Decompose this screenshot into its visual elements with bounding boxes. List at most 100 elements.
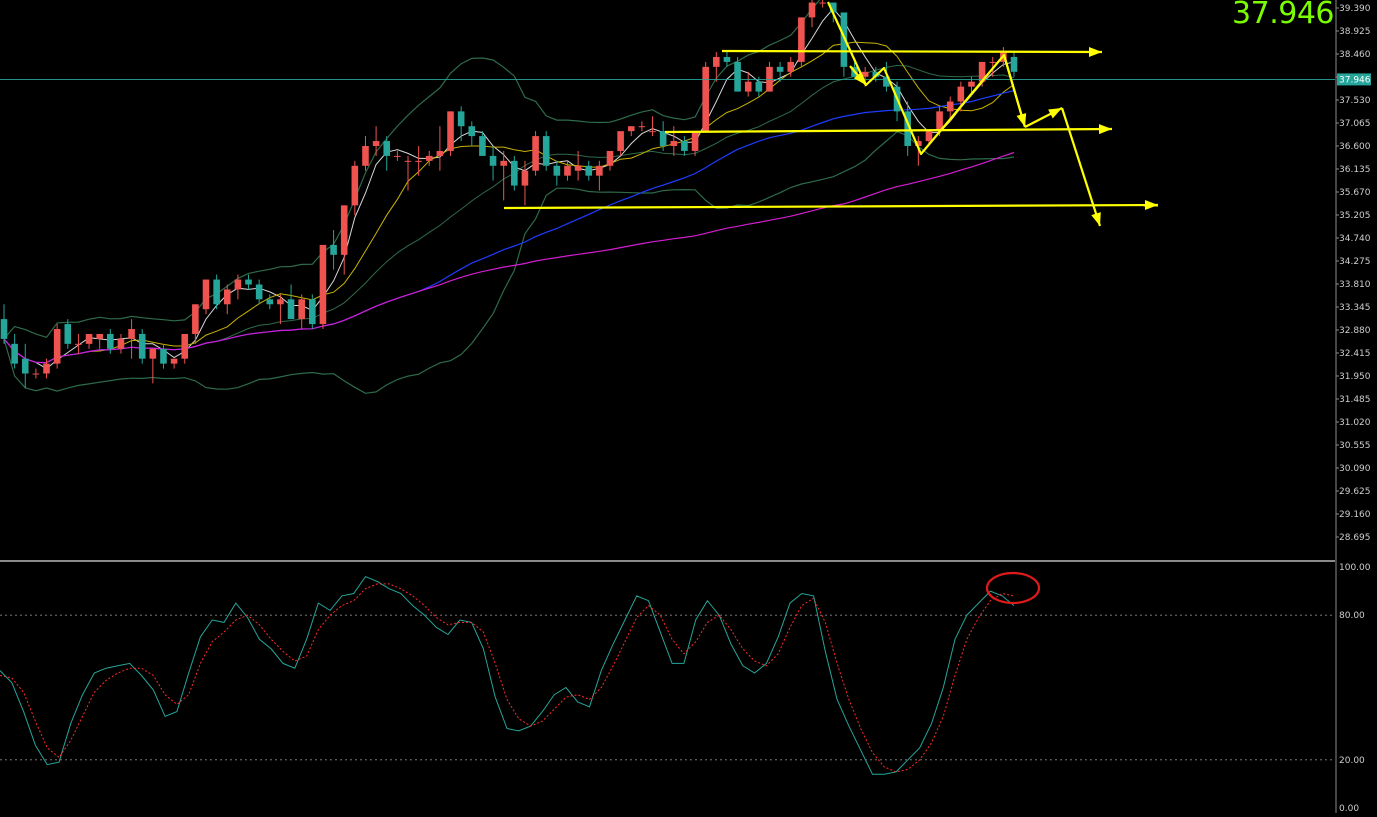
- price-tick-label: 37.065: [1339, 119, 1371, 129]
- candle: [394, 150, 401, 161]
- candle: [383, 136, 391, 171]
- zigzag-down-arrow: [1002, 54, 1027, 128]
- candle-body: [723, 56, 731, 62]
- candle-body: [861, 71, 869, 77]
- candle-body: [957, 86, 965, 102]
- candle: [723, 52, 731, 67]
- projected-down-arrow-head: [1091, 212, 1101, 226]
- candle-body: [0, 319, 8, 339]
- candle: [946, 96, 954, 122]
- candle-body: [107, 333, 114, 349]
- support-arrow-head: [1098, 124, 1112, 135]
- candle: [532, 131, 539, 176]
- zigzag-first-arrow: [849, 65, 867, 86]
- candle-body: [425, 155, 433, 161]
- stochastic-oscillator: [0, 571, 1335, 775]
- price-tick-label: 38.460: [1339, 50, 1371, 60]
- candle-body: [64, 324, 72, 344]
- candle-body: [776, 66, 784, 72]
- projected-down-arrow: [1060, 107, 1102, 227]
- lower-support-arrow-shaft: [503, 203, 1159, 210]
- candle: [362, 136, 369, 171]
- candle-body: [202, 279, 210, 310]
- candle-body: [415, 160, 422, 162]
- price-tick-label: 34.275: [1339, 257, 1371, 267]
- candle-body: [96, 333, 103, 339]
- candle: [691, 131, 699, 156]
- candle-body: [617, 131, 624, 151]
- candle: [64, 319, 72, 349]
- candle-body: [511, 160, 518, 186]
- candle-body: [659, 131, 667, 146]
- candle: [21, 343, 29, 389]
- candle: [181, 333, 189, 364]
- candle: [287, 284, 295, 320]
- candle-body: [170, 358, 178, 364]
- candle: [447, 111, 454, 156]
- candle: [713, 52, 720, 82]
- candle-body: [457, 111, 465, 127]
- candle-body: [351, 165, 359, 206]
- candle: [489, 146, 497, 181]
- candle-body: [11, 343, 18, 364]
- candle-body: [840, 12, 848, 67]
- zigzag-down-arrow-head: [1016, 113, 1027, 127]
- candle: [43, 358, 50, 379]
- candle-body: [585, 165, 593, 176]
- candle: [511, 155, 518, 191]
- candle-body: [117, 338, 125, 349]
- stoch-d-line: [0, 583, 1015, 773]
- support-arrow-shaft: [664, 127, 1113, 134]
- candle: [53, 324, 61, 369]
- candle-body: [394, 155, 401, 157]
- candle-body: [287, 299, 295, 320]
- candle-body: [309, 299, 316, 325]
- candle: [883, 61, 890, 92]
- candle: [840, 12, 848, 77]
- stoch-k-line: [0, 575, 1015, 775]
- candle-body: [192, 304, 199, 334]
- candle: [32, 368, 40, 379]
- candle-body: [319, 244, 327, 325]
- candle: [128, 319, 135, 359]
- candle-body: [489, 155, 497, 166]
- candle: [425, 150, 433, 166]
- candle-body: [149, 348, 157, 359]
- candle: [255, 279, 263, 305]
- candle-body: [362, 146, 369, 166]
- candle: [149, 348, 157, 384]
- zigzag-up-arrow-head: [1048, 108, 1062, 119]
- candle-body: [223, 289, 231, 305]
- candle: [309, 294, 316, 330]
- candle-body: [213, 279, 220, 305]
- candle: [107, 329, 114, 354]
- candle: [1010, 52, 1018, 77]
- bollinger-upper-line: [3, 0, 821, 340]
- candle-body: [383, 141, 391, 156]
- candle: [819, 0, 826, 8]
- price-tick-label: 34.740: [1339, 234, 1371, 244]
- candle-body: [670, 141, 678, 146]
- candle-body: [627, 126, 635, 132]
- candle-body: [553, 165, 561, 176]
- trend-annotations: [503, 1, 1159, 227]
- candle-body: [340, 205, 348, 255]
- candle-body: [32, 373, 40, 375]
- price-tick-label: 33.810: [1339, 280, 1371, 290]
- candle: [755, 76, 763, 97]
- candle: [223, 284, 231, 315]
- candle-body: [915, 141, 922, 146]
- candle: [372, 126, 380, 156]
- candle: [404, 155, 412, 191]
- candle: [0, 304, 8, 344]
- ma-long-line: [3, 151, 1015, 364]
- candle: [298, 294, 305, 330]
- candle: [436, 126, 444, 171]
- candle-body: [330, 244, 337, 255]
- price-tick-label: 36.600: [1339, 142, 1371, 152]
- bollinger-lower-line: [3, 131, 1015, 394]
- current-price-display: 37.946: [1232, 0, 1334, 31]
